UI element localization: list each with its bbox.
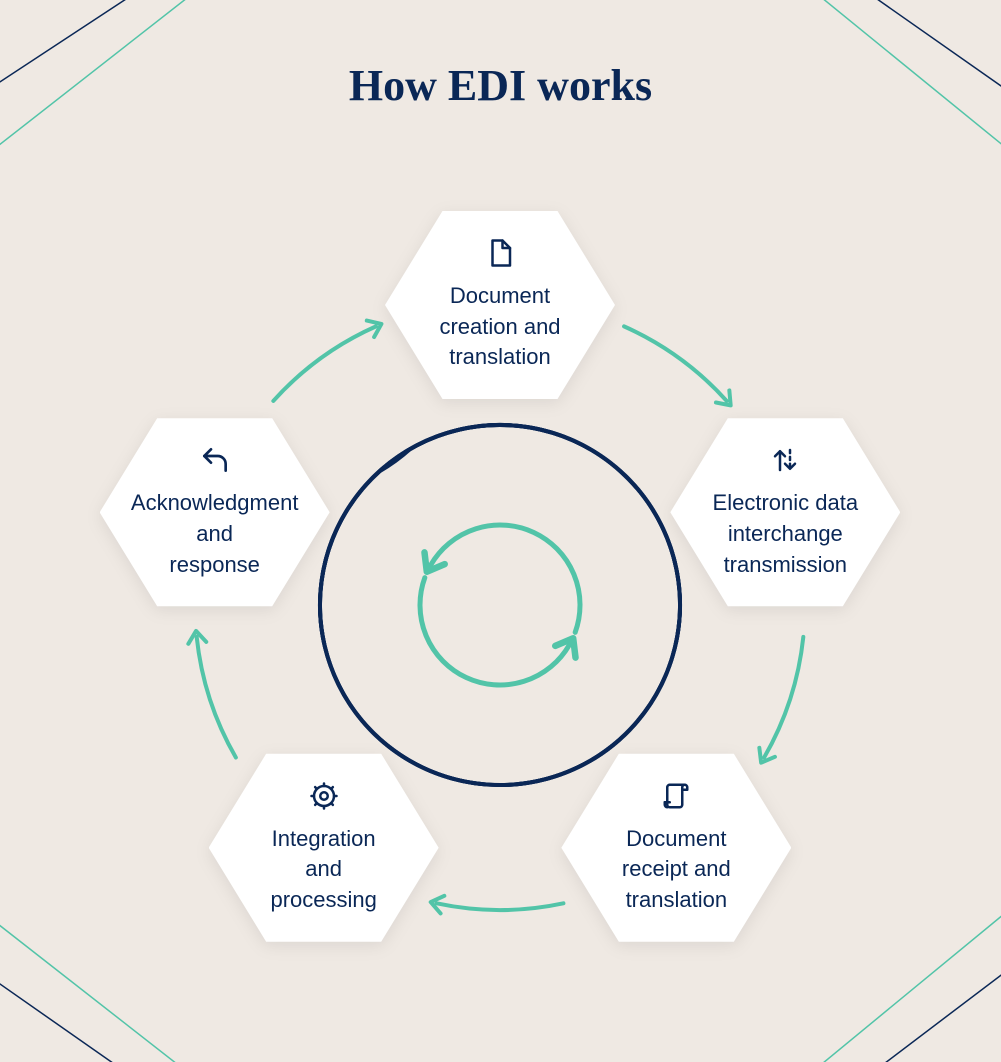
node-content: Acknowledgmentandresponse <box>131 444 299 580</box>
node-doc-creation: Documentcreation andtranslation <box>385 205 615 405</box>
node-label: Electronic datainterchangetransmission <box>713 488 859 580</box>
diagram-canvas: How EDI works Documentcreation andtransl… <box>0 0 1001 1062</box>
node-content: Documentcreation andtranslation <box>439 237 560 373</box>
node-label: Documentreceipt andtranslation <box>622 824 731 916</box>
node-edi-transmission: Electronic datainterchangetransmission <box>670 412 900 612</box>
arrows-updown-icon <box>769 444 801 476</box>
node-acknowledgment: Acknowledgmentandresponse <box>100 412 330 612</box>
inner-ring <box>320 425 680 785</box>
node-integration: Integrationandprocessing <box>209 748 439 948</box>
reply-icon <box>199 444 231 476</box>
center-cycle-arrows <box>417 525 584 685</box>
gear-icon <box>308 780 340 812</box>
node-doc-receipt: Documentreceipt andtranslation <box>561 748 791 948</box>
node-content: Integrationandprocessing <box>270 780 376 916</box>
scroll-icon <box>660 780 692 812</box>
node-label: Integrationandprocessing <box>270 824 376 916</box>
file-icon <box>484 237 516 269</box>
node-content: Documentreceipt andtranslation <box>622 780 731 916</box>
node-label: Documentcreation andtranslation <box>439 281 560 373</box>
node-content: Electronic datainterchangetransmission <box>713 444 859 580</box>
node-label: Acknowledgmentandresponse <box>131 488 299 580</box>
